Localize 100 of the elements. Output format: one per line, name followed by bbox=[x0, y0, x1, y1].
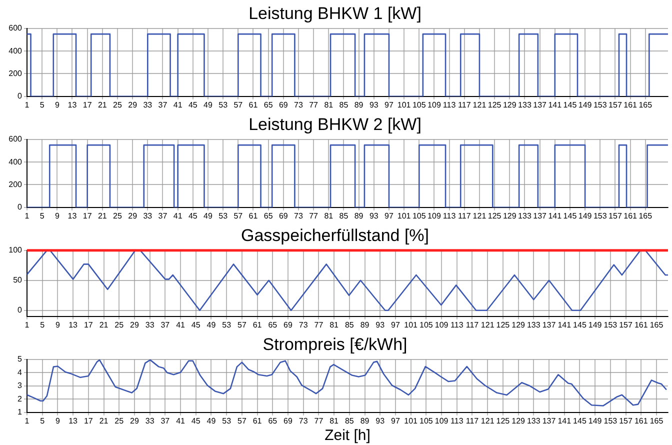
x-tick-label: 105 bbox=[420, 416, 434, 426]
x-tick-label: 45 bbox=[191, 320, 201, 330]
x-tick-label: 157 bbox=[608, 100, 622, 110]
x-tick-label: 53 bbox=[222, 416, 232, 426]
x-tick-label: 109 bbox=[428, 211, 442, 220]
x-tick-label: 29 bbox=[128, 211, 138, 220]
x-tick-label: 41 bbox=[173, 211, 183, 220]
x-tick-label: 133 bbox=[526, 416, 541, 426]
x-tick-label: 93 bbox=[369, 100, 379, 110]
chart-title: Strompreis [€/kWh] bbox=[262, 334, 408, 354]
x-tick-label: 141 bbox=[548, 211, 562, 220]
x-tick-label: 85 bbox=[344, 320, 354, 330]
x-tick-label: 149 bbox=[588, 320, 602, 330]
x-tick-label: 53 bbox=[222, 320, 232, 330]
x-tick-label: 21 bbox=[99, 416, 109, 426]
x-tick-label: 105 bbox=[412, 211, 426, 220]
x-tick-label: 69 bbox=[278, 100, 288, 110]
x-tick-label: 61 bbox=[248, 211, 258, 220]
x-tick-label: 141 bbox=[558, 416, 572, 426]
x-tick-label: 129 bbox=[502, 100, 517, 110]
x-tick-label: 93 bbox=[376, 416, 386, 426]
x-tick-label: 165 bbox=[650, 416, 664, 426]
x-tick-label: 153 bbox=[593, 100, 608, 110]
x-tick-label: 65 bbox=[264, 211, 274, 220]
x-tick-label: 9 bbox=[55, 416, 60, 426]
y-tick-label: 1 bbox=[18, 408, 23, 417]
x-tick-label: 69 bbox=[278, 211, 288, 220]
x-tick-label: 101 bbox=[404, 320, 418, 330]
x-tick-label: 29 bbox=[128, 100, 138, 110]
x-tick-label: 33 bbox=[143, 100, 153, 110]
x-tick-label: 125 bbox=[496, 416, 510, 426]
x-tick-label: 81 bbox=[324, 211, 334, 220]
x-tick-label: 33 bbox=[145, 416, 155, 426]
x-tick-label: 113 bbox=[442, 211, 456, 220]
x-tick-label: 77 bbox=[309, 211, 319, 220]
y-tick-label: 600 bbox=[8, 134, 23, 144]
y-tick-label: 2 bbox=[18, 394, 23, 404]
x-tick-label: 73 bbox=[298, 416, 308, 426]
x-tick-label: 89 bbox=[360, 416, 370, 426]
x-tick-label: 153 bbox=[593, 211, 608, 220]
x-tick-label: 121 bbox=[472, 211, 487, 220]
x-tick-label: 53 bbox=[218, 100, 228, 110]
x-tick-label: 57 bbox=[234, 211, 244, 220]
x-tick-label: 9 bbox=[55, 320, 60, 330]
x-tick-label: 137 bbox=[542, 416, 556, 426]
x-tick-label: 81 bbox=[324, 100, 334, 110]
x-tick-label: 53 bbox=[218, 211, 228, 220]
x-tick-label: 133 bbox=[518, 100, 532, 110]
y-tick-label: 5 bbox=[18, 354, 23, 364]
x-tick-label: 157 bbox=[619, 416, 633, 426]
x-tick-label: 45 bbox=[191, 416, 201, 426]
x-tick-label: 1 bbox=[24, 320, 30, 330]
x-tick-label: 101 bbox=[397, 100, 412, 110]
x-tick-label: 5 bbox=[40, 416, 46, 426]
x-tick-label: 9 bbox=[54, 211, 60, 220]
x-tick-label: 57 bbox=[237, 416, 247, 426]
x-tick-label: 29 bbox=[130, 416, 140, 426]
x-tick-label: 65 bbox=[268, 320, 278, 330]
y-tick-label: 200 bbox=[8, 180, 23, 189]
x-tick-label: 97 bbox=[391, 416, 400, 426]
x-tick-label: 121 bbox=[480, 416, 495, 426]
x-tick-label: 117 bbox=[458, 100, 472, 110]
x-tick-label: 45 bbox=[188, 100, 198, 110]
x-tick-label: 81 bbox=[330, 320, 340, 330]
x-tick-label: 77 bbox=[314, 416, 324, 426]
x-tick-label: 149 bbox=[588, 416, 602, 426]
x-tick-label: 49 bbox=[206, 416, 216, 426]
y-tick-label: 0 bbox=[18, 202, 23, 212]
x-tick-label: 125 bbox=[488, 100, 502, 110]
x-tick-label: 77 bbox=[314, 320, 324, 330]
x-tick-label: 29 bbox=[130, 320, 140, 330]
chart-title: Gasspeicherfüllstand [%] bbox=[240, 226, 430, 245]
x-tick-label: 61 bbox=[252, 320, 262, 330]
x-tick-label: 37 bbox=[158, 100, 168, 110]
x-tick-label: 5 bbox=[40, 211, 45, 220]
x-tick-label: 65 bbox=[264, 100, 274, 110]
x-tick-label: 49 bbox=[204, 100, 213, 110]
x-tick-label: 145 bbox=[563, 211, 578, 220]
x-tick-label: 161 bbox=[624, 100, 638, 110]
x-axis-title: Zeit [h] bbox=[324, 427, 370, 444]
x-tick-label: 73 bbox=[294, 100, 304, 110]
x-tick-label: 17 bbox=[84, 320, 94, 330]
x-tick-label: 21 bbox=[99, 320, 109, 330]
x-tick-label: 37 bbox=[160, 416, 170, 426]
x-tick-label: 41 bbox=[176, 320, 186, 330]
x-tick-label: 113 bbox=[450, 320, 464, 330]
x-tick-label: 137 bbox=[533, 211, 548, 220]
x-tick-label: 101 bbox=[397, 211, 412, 220]
x-tick-label: 21 bbox=[98, 100, 108, 110]
y-tick-label: 0 bbox=[18, 306, 23, 315]
x-tick-label: 133 bbox=[526, 320, 541, 330]
x-tick-label: 105 bbox=[420, 320, 434, 330]
x-tick-label: 137 bbox=[533, 100, 548, 110]
x-tick-label: 145 bbox=[563, 100, 578, 110]
y-tick-label: 3 bbox=[18, 381, 23, 390]
x-tick-label: 5 bbox=[40, 320, 46, 330]
y-tick-label: 4 bbox=[18, 368, 23, 377]
x-tick-label: 153 bbox=[604, 320, 618, 330]
x-tick-label: 37 bbox=[160, 320, 170, 330]
x-tick-label: 97 bbox=[384, 100, 394, 110]
